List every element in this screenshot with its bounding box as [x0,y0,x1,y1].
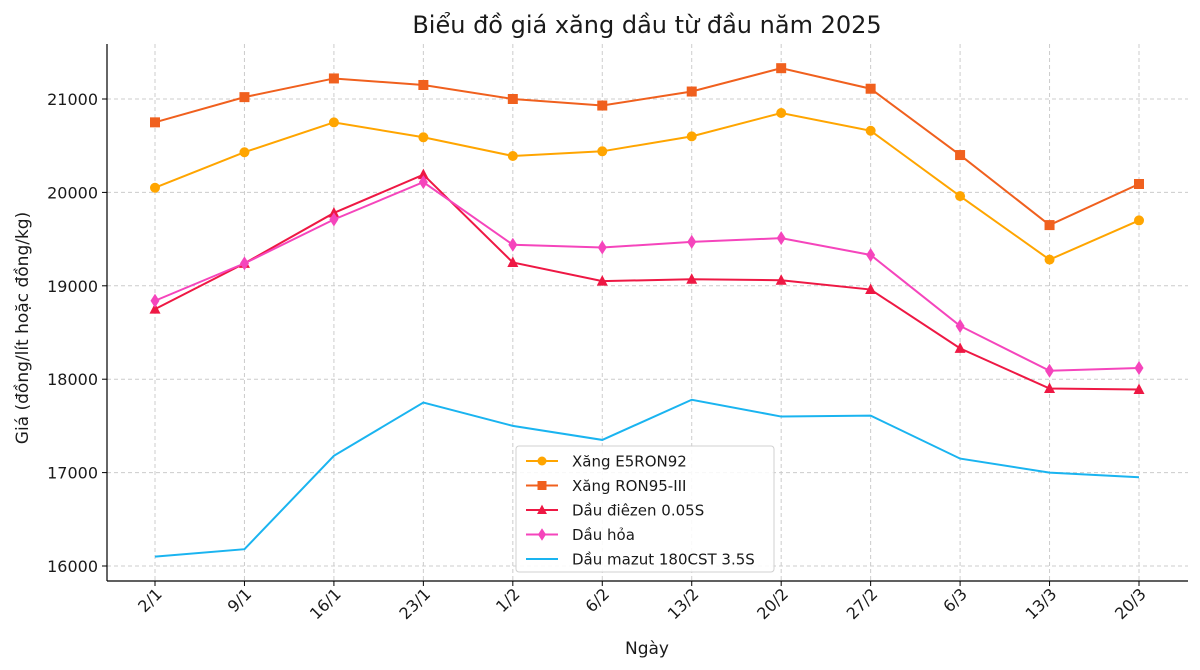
square-marker-icon [507,94,518,104]
y-tick-label: 16000 [47,557,98,576]
x-tick-label: 13/2 [664,584,703,623]
legend-item: Dầu hỏa [526,526,635,544]
circle-marker-icon [150,182,160,193]
diamond-marker-icon [329,212,339,227]
chart-title: Biểu đồ giá xăng dầu từ đầu năm 2025 [412,11,881,39]
circle-marker-icon [776,108,787,119]
legend-label: Xăng RON95-III [572,477,687,495]
circle-marker-icon [1044,254,1055,265]
data-series [149,63,1145,558]
x-tick-label: 20/2 [753,584,792,623]
legend-item: Dầu mazut 180CST 3.5S [526,551,755,569]
legend-item: Xăng RON95-III [526,477,687,495]
line-path [154,398,1140,558]
triangle-marker-icon [686,273,698,284]
square-marker-icon [328,73,339,84]
circle-marker-icon [955,191,966,202]
triangle-marker-icon [507,256,519,267]
square-marker-icon [686,86,697,97]
legend: Xăng E5RON92 Xăng RON95-III Dầu điêzen 0.0… [515,445,775,573]
x-tick-label: 1/2 [492,584,524,616]
diamond-marker-icon [687,234,697,249]
diamond-marker-icon [1134,360,1144,375]
circle-marker-icon [686,131,697,142]
legend-label: Dầu điêzen 0.05S [572,502,704,520]
line-path [154,67,1140,227]
square-marker-icon [1134,178,1144,189]
legend-label: Dầu mazut 180CST 3.5S [572,551,755,569]
square-marker-icon [776,63,787,74]
diamond-marker-icon [508,237,518,252]
line-path [154,111,1140,261]
legend-item: Xăng E5RON92 [526,453,687,471]
legend-box [515,445,775,573]
triangle-marker-icon [149,303,161,314]
square-marker-icon [865,83,876,94]
square-marker-icon [537,481,547,490]
x-tick-label: 2/1 [134,584,166,616]
diamond-marker-icon [597,240,607,255]
series-line [150,63,1144,231]
line-path [154,180,1140,372]
diamond-marker-icon [239,256,249,271]
triangle-marker-icon [1044,382,1056,394]
y-axis-ticks: 16000 17000 18000 19000 20000 21000 [47,90,107,576]
x-axis-label: Ngày [625,639,669,659]
triangle-marker-icon [865,283,877,295]
series-line [150,175,1144,378]
circle-marker-icon [418,132,429,143]
x-tick-label: 6/2 [581,584,613,616]
diamond-marker-icon [955,318,965,333]
triangle-marker-icon [328,206,340,218]
square-marker-icon [150,117,160,128]
y-tick-label: 18000 [47,370,98,389]
triangle-marker-icon [1133,383,1145,394]
legend-label: Dầu hỏa [572,526,635,544]
circle-marker-icon [507,150,518,161]
triangle-marker-icon [775,274,787,285]
diamond-marker-icon [776,231,786,246]
x-tick-label: 9/1 [224,584,256,616]
y-tick-label: 21000 [47,90,98,109]
x-tick-label: 6/3 [939,584,971,616]
x-tick-label: 23/1 [395,584,434,623]
y-tick-label: 17000 [47,464,98,483]
series-line [149,168,1145,394]
diamond-marker-icon [418,175,428,190]
x-tick-label: 27/2 [843,584,882,623]
triangle-marker-icon [596,275,608,286]
triangle-marker-icon [537,504,547,515]
diamond-marker-icon [150,293,160,308]
x-tick-label: 20/3 [1111,584,1150,623]
triangle-marker-icon [417,168,429,180]
axes [106,44,1188,582]
square-marker-icon [955,150,966,161]
line-path [154,173,1140,391]
legend-item: Dầu điêzen 0.05S [526,502,704,520]
y-tick-label: 20000 [47,183,98,202]
square-marker-icon [418,79,429,90]
circle-marker-icon [537,456,547,466]
x-tick-label: 16/1 [306,584,345,623]
diamond-marker-icon [1045,363,1055,378]
circle-marker-icon [328,117,339,128]
square-marker-icon [239,92,250,103]
legend-label: Xăng E5RON92 [572,453,687,471]
x-axis-ticks: 2/1 9/1 16/1 23/1 1/2 6/2 13/2 20/2 27/2 6/3 13/3 2… [134,581,1150,623]
y-axis-label: Giá (đồng/lít hoặc đồng/kg) [12,212,33,444]
diamond-marker-icon [537,528,547,541]
square-marker-icon [597,100,608,111]
triangle-marker-icon [954,342,966,353]
series-line [154,398,1140,558]
diamond-marker-icon [866,247,876,262]
circle-marker-icon [597,146,608,157]
y-tick-label: 19000 [47,277,98,296]
circle-marker-icon [865,125,876,136]
square-marker-icon [1044,220,1055,231]
x-tick-label: 13/3 [1022,584,1061,623]
circle-marker-icon [239,147,250,158]
circle-marker-icon [1134,215,1144,226]
series-line [150,108,1144,265]
